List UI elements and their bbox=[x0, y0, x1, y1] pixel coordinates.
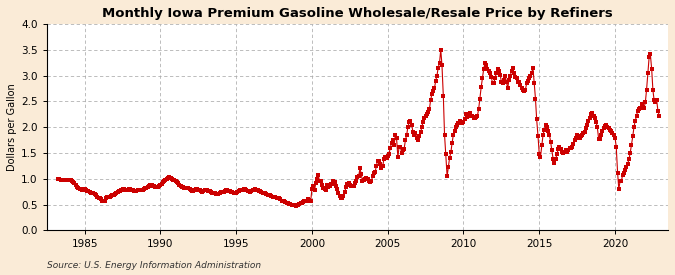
Text: Source: U.S. Energy Information Administration: Source: U.S. Energy Information Administ… bbox=[47, 260, 261, 270]
Y-axis label: Dollars per Gallon: Dollars per Gallon bbox=[7, 83, 17, 171]
Title: Monthly Iowa Premium Gasoline Wholesale/Resale Price by Refiners: Monthly Iowa Premium Gasoline Wholesale/… bbox=[102, 7, 613, 20]
